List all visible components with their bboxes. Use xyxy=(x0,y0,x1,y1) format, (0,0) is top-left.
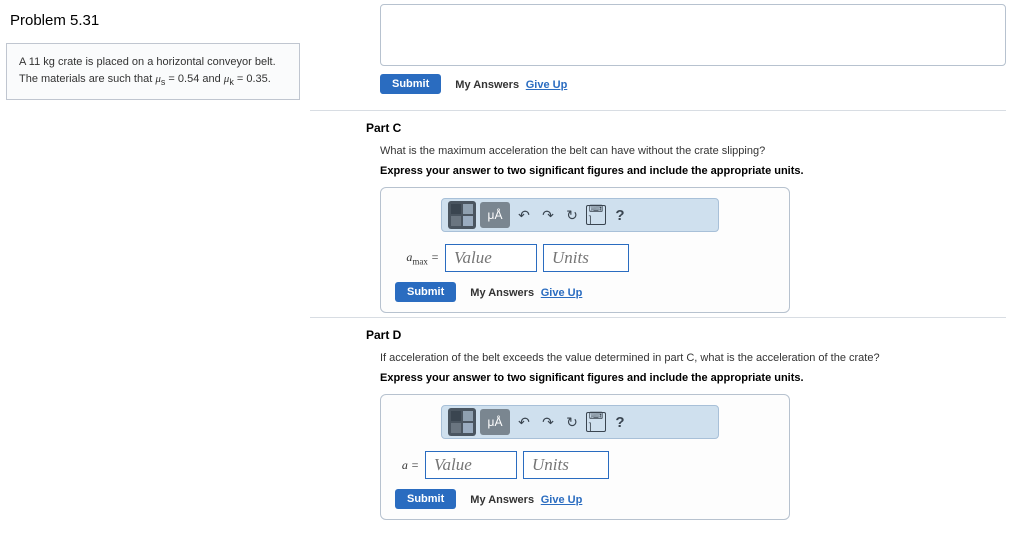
give-up-link[interactable]: Give Up xyxy=(541,494,583,506)
txt: = 0.35. xyxy=(234,73,271,85)
part-d-question: If acceleration of the belt exceeds the … xyxy=(380,352,1006,364)
submit-button[interactable]: Submit xyxy=(395,489,456,509)
divider xyxy=(310,110,1006,111)
redo-icon[interactable]: ↷ xyxy=(538,205,558,225)
keyboard-icon[interactable]: ⌨ ] xyxy=(586,205,606,225)
txt: = 0.54 and xyxy=(165,73,223,85)
part-c-title: Part C xyxy=(366,121,1006,135)
part-c-value-input[interactable] xyxy=(445,244,537,272)
undo-icon[interactable]: ↶ xyxy=(514,412,534,432)
template-picker-icon[interactable] xyxy=(448,408,476,436)
reset-icon[interactable]: ↻ xyxy=(562,412,582,432)
part-c: Part C What is the maximum acceleration … xyxy=(366,121,1006,313)
undo-icon[interactable]: ↶ xyxy=(514,205,534,225)
my-answers-label: My Answers xyxy=(470,494,534,506)
part-d-value-input[interactable] xyxy=(425,451,517,479)
give-up-link[interactable]: Give Up xyxy=(526,79,568,91)
part-c-question: What is the maximum acceleration the bel… xyxy=(380,145,1006,157)
part-c-var-label: amax = xyxy=(395,250,439,266)
part-c-units-input[interactable] xyxy=(543,244,629,272)
give-up-link[interactable]: Give Up xyxy=(541,287,583,299)
part-d-answer-panel: μÅ ↶ ↷ ↻ ⌨ ] ? a = xyxy=(380,394,790,520)
help-icon[interactable]: ? xyxy=(610,412,630,432)
unit-kg: kg xyxy=(43,56,55,68)
prev-actions: Submit My Answers Give Up xyxy=(380,74,1006,94)
problem-statement: A 11 kg crate is placed on a horizontal … xyxy=(6,43,300,100)
part-d-var-label: a = xyxy=(395,458,419,473)
my-answers-label: My Answers xyxy=(455,79,519,91)
special-char-button[interactable]: μÅ xyxy=(480,202,510,228)
part-d-title: Part D xyxy=(366,328,1006,342)
equation-toolbar: μÅ ↶ ↷ ↻ ⌨ ] ? xyxy=(441,405,719,439)
help-icon[interactable]: ? xyxy=(610,205,630,225)
special-char-button[interactable]: μÅ xyxy=(480,409,510,435)
previous-answer-panel xyxy=(380,4,1006,66)
part-d-instruction: Express your answer to two significant f… xyxy=(380,372,1006,384)
my-answers-label: My Answers xyxy=(470,287,534,299)
keyboard-icon[interactable]: ⌨ ] xyxy=(586,412,606,432)
submit-button[interactable]: Submit xyxy=(395,282,456,302)
part-d-units-input[interactable] xyxy=(523,451,609,479)
part-c-answer-panel: μÅ ↶ ↷ ↻ ⌨ ] ? amax = xyxy=(380,187,790,313)
txt: A 11 xyxy=(19,56,43,68)
problem-title: Problem 5.31 xyxy=(10,12,300,29)
submit-button[interactable]: Submit xyxy=(380,74,441,94)
template-picker-icon[interactable] xyxy=(448,201,476,229)
equation-toolbar: μÅ ↶ ↷ ↻ ⌨ ] ? xyxy=(441,198,719,232)
part-c-instruction: Express your answer to two significant f… xyxy=(380,165,1006,177)
part-d: Part D If acceleration of the belt excee… xyxy=(366,328,1006,520)
divider xyxy=(310,317,1006,318)
redo-icon[interactable]: ↷ xyxy=(538,412,558,432)
reset-icon[interactable]: ↻ xyxy=(562,205,582,225)
